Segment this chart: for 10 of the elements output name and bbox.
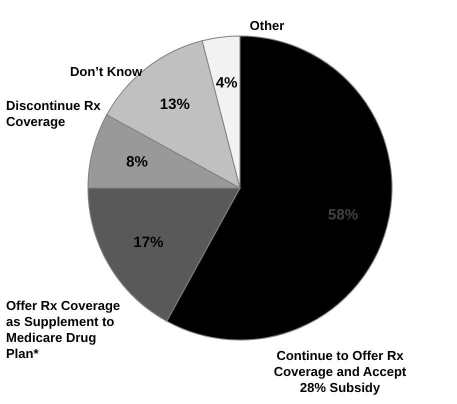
data-label: 8% xyxy=(126,154,148,171)
data-label: 13% xyxy=(160,96,190,113)
slice-label: Don’t Know xyxy=(70,64,144,79)
data-label: 17% xyxy=(133,234,164,252)
data-label: 58% xyxy=(328,206,358,224)
slice-label: Other xyxy=(250,18,284,33)
slice-label: Discontinue Rx Coverage xyxy=(6,98,102,129)
slice-label: Offer Rx Coverage as Supplement to Medicare Drug Plan* xyxy=(6,298,120,361)
data-label: 4% xyxy=(216,74,238,92)
slice-label: Continue to Offer Rx Coverage and Accept 28% Subsidy xyxy=(274,348,407,395)
